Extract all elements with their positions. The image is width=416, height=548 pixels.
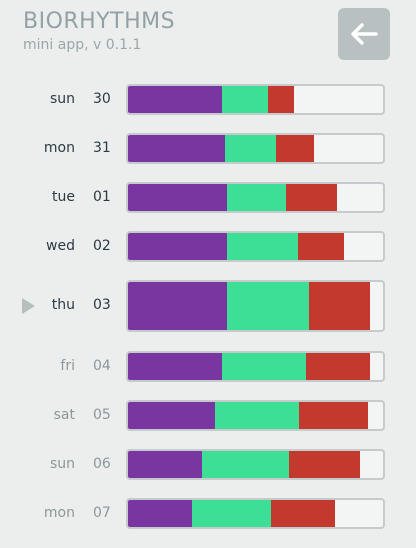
day-row[interactable]: tue 01 bbox=[0, 182, 416, 213]
biorhythm-bar bbox=[126, 231, 385, 262]
physical-segment bbox=[128, 500, 192, 527]
intellectual-segment bbox=[309, 282, 370, 330]
day-name: tue bbox=[52, 188, 75, 205]
day-number: 03 bbox=[93, 297, 111, 313]
day-row[interactable]: sun 30 bbox=[0, 84, 416, 115]
intellectual-segment bbox=[286, 184, 337, 211]
emotional-segment bbox=[202, 451, 289, 478]
intellectual-segment bbox=[306, 353, 370, 380]
biorhythm-bar bbox=[126, 498, 385, 529]
intellectual-segment bbox=[299, 402, 368, 429]
biorhythm-bar bbox=[126, 280, 385, 332]
day-name: thu bbox=[51, 297, 75, 313]
day-name: sun bbox=[49, 90, 75, 107]
physical-segment bbox=[128, 402, 215, 429]
day-row[interactable]: mon 07 bbox=[0, 498, 416, 529]
biorhythm-bar bbox=[126, 133, 385, 164]
day-name: mon bbox=[43, 139, 75, 156]
back-button[interactable] bbox=[338, 8, 390, 60]
arrow-left-icon bbox=[351, 23, 378, 45]
day-number: 04 bbox=[93, 357, 111, 374]
emotional-segment bbox=[192, 500, 271, 527]
intellectual-segment bbox=[276, 135, 314, 162]
day-number: 06 bbox=[93, 455, 111, 472]
physical-segment bbox=[128, 86, 222, 113]
app-title: BIORHYTHMS bbox=[23, 9, 176, 34]
emotional-segment bbox=[222, 353, 306, 380]
day-row[interactable]: wed 02 bbox=[0, 231, 416, 262]
biorhythm-bar bbox=[126, 449, 385, 480]
emotional-segment bbox=[227, 282, 309, 330]
day-name: sat bbox=[53, 406, 75, 423]
day-row[interactable]: mon 31 bbox=[0, 133, 416, 164]
day-number: 31 bbox=[93, 139, 111, 156]
day-name: fri bbox=[60, 357, 75, 374]
biorhythm-bar bbox=[126, 400, 385, 431]
emotional-segment bbox=[227, 184, 286, 211]
day-name: wed bbox=[46, 237, 75, 254]
physical-segment bbox=[128, 451, 202, 478]
day-number: 07 bbox=[93, 504, 111, 521]
day-number: 02 bbox=[93, 237, 111, 254]
intellectual-segment bbox=[271, 500, 335, 527]
physical-segment bbox=[128, 135, 225, 162]
app-subtitle: mini app, v 0.1.1 bbox=[23, 37, 142, 53]
emotional-segment bbox=[225, 135, 276, 162]
physical-segment bbox=[128, 353, 222, 380]
intellectual-segment bbox=[289, 451, 360, 478]
day-row[interactable]: fri 04 bbox=[0, 351, 416, 382]
day-row[interactable]: sat 05 bbox=[0, 400, 416, 431]
physical-segment bbox=[128, 233, 227, 260]
day-row[interactable]: sun 06 bbox=[0, 449, 416, 480]
emotional-segment bbox=[227, 233, 298, 260]
intellectual-segment bbox=[268, 86, 294, 113]
day-name: mon bbox=[43, 504, 75, 521]
biorhythm-bar bbox=[126, 182, 385, 213]
biorhythm-bar bbox=[126, 351, 385, 382]
emotional-segment bbox=[222, 86, 268, 113]
current-day-pointer-icon bbox=[22, 298, 35, 314]
day-row[interactable]: thu 03 bbox=[0, 280, 416, 332]
biorhythm-bar bbox=[126, 84, 385, 115]
day-name: sun bbox=[49, 455, 75, 472]
physical-segment bbox=[128, 184, 227, 211]
day-number: 01 bbox=[93, 188, 111, 205]
emotional-segment bbox=[215, 402, 299, 429]
day-number: 30 bbox=[93, 90, 111, 107]
physical-segment bbox=[128, 282, 227, 330]
day-number: 05 bbox=[93, 406, 111, 423]
intellectual-segment bbox=[298, 233, 344, 260]
